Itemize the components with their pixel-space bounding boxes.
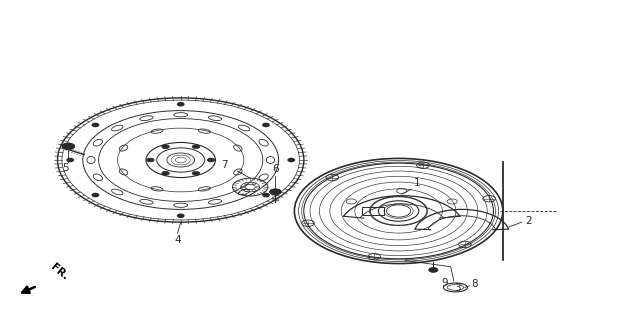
Circle shape	[92, 123, 99, 126]
Text: 8: 8	[471, 279, 478, 289]
Circle shape	[92, 194, 99, 197]
Circle shape	[177, 103, 184, 106]
Circle shape	[263, 123, 269, 126]
Circle shape	[192, 171, 199, 175]
Text: 9: 9	[441, 278, 448, 288]
Text: 2: 2	[525, 216, 532, 226]
Circle shape	[192, 145, 199, 149]
Text: 5: 5	[62, 163, 68, 173]
Circle shape	[147, 158, 154, 162]
Circle shape	[67, 158, 73, 162]
Text: 3: 3	[454, 283, 460, 293]
Circle shape	[162, 171, 170, 175]
Circle shape	[288, 158, 294, 162]
Text: 7: 7	[222, 160, 229, 170]
Text: 1: 1	[414, 178, 421, 188]
Text: FR.: FR.	[49, 262, 70, 282]
Text: 6: 6	[272, 164, 279, 174]
Circle shape	[62, 143, 75, 149]
Circle shape	[207, 158, 215, 162]
Circle shape	[177, 214, 184, 217]
Circle shape	[263, 194, 269, 197]
Circle shape	[162, 145, 170, 149]
Circle shape	[429, 268, 438, 272]
Text: 4: 4	[174, 235, 181, 245]
Circle shape	[270, 189, 281, 195]
